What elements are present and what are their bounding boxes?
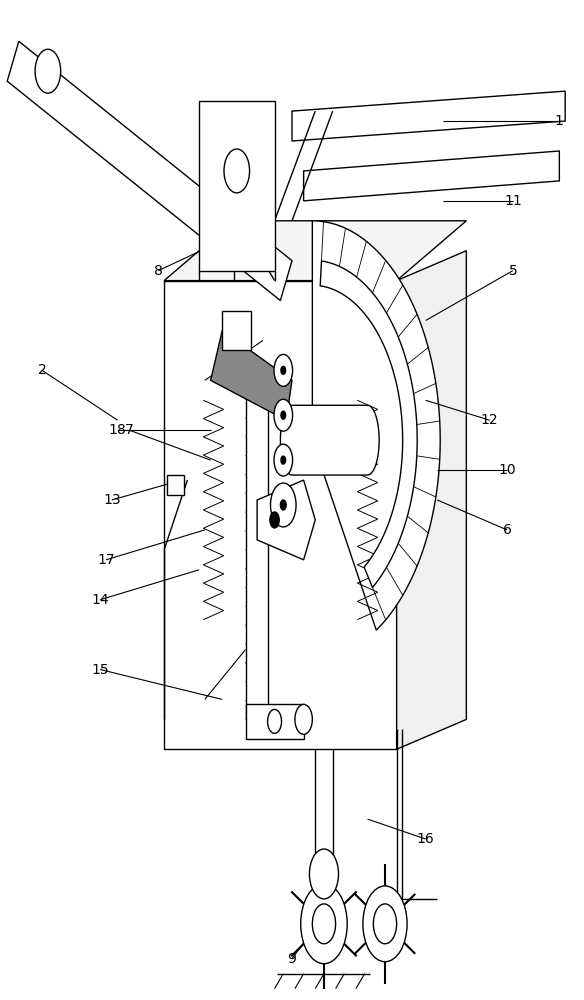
Circle shape <box>267 709 281 733</box>
Polygon shape <box>397 251 467 749</box>
Circle shape <box>307 426 324 454</box>
Polygon shape <box>7 41 292 301</box>
Circle shape <box>301 884 347 964</box>
Circle shape <box>363 886 407 962</box>
Polygon shape <box>304 151 559 201</box>
Text: 9: 9 <box>287 952 297 966</box>
Circle shape <box>281 366 286 374</box>
Text: 1: 1 <box>555 114 564 128</box>
Polygon shape <box>167 475 185 495</box>
Text: 11: 11 <box>504 194 522 208</box>
Circle shape <box>281 456 286 464</box>
Polygon shape <box>312 221 440 630</box>
Circle shape <box>295 704 312 734</box>
Text: 15: 15 <box>91 663 109 677</box>
Circle shape <box>274 444 293 476</box>
Polygon shape <box>164 281 397 749</box>
Polygon shape <box>245 380 267 719</box>
Polygon shape <box>280 405 379 475</box>
Polygon shape <box>199 101 274 271</box>
Circle shape <box>280 500 286 510</box>
Polygon shape <box>223 311 251 350</box>
Text: 10: 10 <box>498 463 516 477</box>
Polygon shape <box>164 221 467 281</box>
Text: 13: 13 <box>103 493 121 507</box>
Text: 8: 8 <box>154 264 163 278</box>
Text: 18: 18 <box>109 423 127 437</box>
Text: 16: 16 <box>417 832 434 846</box>
Circle shape <box>274 354 293 386</box>
Circle shape <box>281 411 286 419</box>
Polygon shape <box>320 261 417 588</box>
Text: 7: 7 <box>125 423 134 437</box>
Circle shape <box>270 483 296 527</box>
Polygon shape <box>257 480 315 560</box>
Circle shape <box>373 904 397 944</box>
Circle shape <box>312 904 336 944</box>
Text: 17: 17 <box>97 553 115 567</box>
Circle shape <box>224 149 249 193</box>
Polygon shape <box>245 704 304 739</box>
Text: 6: 6 <box>503 523 512 537</box>
Circle shape <box>35 49 61 93</box>
Polygon shape <box>211 330 292 420</box>
Text: 5: 5 <box>509 264 517 278</box>
Circle shape <box>310 849 339 899</box>
Circle shape <box>339 426 355 454</box>
Polygon shape <box>292 91 565 141</box>
Text: 12: 12 <box>481 413 498 427</box>
Text: 14: 14 <box>91 593 109 607</box>
Circle shape <box>274 399 293 431</box>
Circle shape <box>270 512 279 528</box>
Text: 2: 2 <box>38 363 47 377</box>
